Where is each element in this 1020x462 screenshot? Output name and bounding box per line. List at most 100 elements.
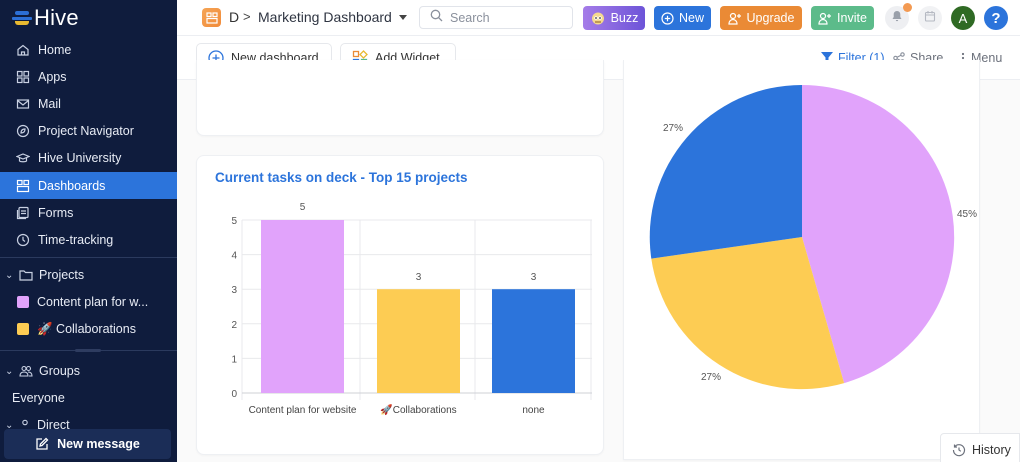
- help-icon: ?: [991, 9, 1001, 27]
- breadcrumb-parent[interactable]: D: [229, 9, 240, 25]
- pie-slice-none[interactable]: [649, 84, 802, 259]
- svg-text:45%: 45%: [957, 209, 977, 220]
- sidebar-item-hive-university[interactable]: Hive University: [0, 144, 177, 171]
- sidebar-item-mail[interactable]: Mail: [0, 90, 177, 117]
- upgrade-button[interactable]: Upgrade: [720, 6, 802, 30]
- caret-down-icon[interactable]: [399, 15, 407, 20]
- compass-icon: [16, 124, 30, 138]
- bell-icon: [891, 9, 903, 27]
- hive-logo[interactable]: Hive: [12, 5, 79, 30]
- history-label: History: [972, 442, 1011, 457]
- projects-header-label: Projects: [39, 268, 85, 282]
- sidebar-item-home[interactable]: Home: [0, 36, 177, 63]
- project-label: Content plan for w...: [37, 295, 149, 309]
- svg-text:3: 3: [231, 285, 237, 296]
- chevron-down-icon: ⌄: [5, 419, 14, 431]
- svg-text:1: 1: [231, 354, 237, 365]
- history-button[interactable]: History: [940, 433, 1020, 462]
- sidebar-item-label: Project Navigator: [38, 123, 134, 138]
- notifications-button[interactable]: [885, 6, 909, 30]
- new-message-label: New message: [57, 437, 140, 451]
- bar-none[interactable]: [492, 289, 575, 393]
- bar-collaborations[interactable]: [377, 289, 460, 393]
- page-title[interactable]: Marketing Dashboard: [258, 9, 392, 25]
- dashboard-icon[interactable]: [202, 8, 221, 27]
- sidebar-item-label: Hive University: [38, 150, 122, 165]
- add-user-icon: [818, 12, 832, 25]
- sidebar-item-label: Dashboards: [38, 178, 106, 193]
- project-label: 🚀 Collaborations: [37, 321, 136, 336]
- project-item-collaborations[interactable]: 🚀 Collaborations: [17, 318, 136, 340]
- groups-header-label: Groups: [39, 364, 80, 378]
- new-message-button[interactable]: New message: [4, 429, 171, 459]
- widget-card-empty: [196, 60, 604, 136]
- search-box[interactable]: [419, 6, 573, 29]
- resize-handle[interactable]: [75, 349, 101, 352]
- calendar-button[interactable]: [918, 6, 942, 30]
- svg-text:27%: 27%: [663, 123, 683, 134]
- x-axis-labels: Content plan for website 🚀Collaborations…: [249, 403, 545, 416]
- sidebar-item-label: Home: [38, 42, 72, 57]
- calendar-icon: [924, 9, 936, 27]
- notification-badge: [903, 3, 912, 12]
- bee-icon: [590, 10, 606, 26]
- sidebar-item-apps[interactable]: Apps: [0, 63, 177, 90]
- history-icon: [952, 443, 966, 457]
- sidebar-item-project-navigator[interactable]: Project Navigator: [0, 117, 177, 144]
- bar-chart: 0 1 2 3 4 5 5 3 3 Content plan for websi…: [231, 202, 592, 416]
- svg-text:none: none: [522, 405, 545, 416]
- dashboard-icon: [16, 179, 30, 193]
- chevron-down-icon: ⌄: [5, 269, 14, 281]
- sidebar-item-label: Time-tracking: [38, 232, 114, 247]
- breadcrumb-separator: >: [243, 9, 251, 24]
- sidebar-item-dashboards[interactable]: Dashboards: [0, 172, 177, 199]
- forms-icon: [16, 206, 30, 220]
- invite-label: Invite: [837, 11, 867, 25]
- buzz-button[interactable]: Buzz: [583, 6, 645, 30]
- svg-text:Content plan for website: Content plan for website: [249, 405, 357, 416]
- pie-chart: 45% 27% 27%: [649, 84, 977, 390]
- filter-icon: [821, 52, 833, 64]
- bar-data-labels: 5 3 3: [300, 202, 537, 283]
- new-button[interactable]: New: [654, 6, 711, 30]
- svg-text:3: 3: [531, 272, 537, 283]
- svg-text:5: 5: [231, 216, 237, 227]
- avatar-initial: A: [958, 10, 968, 26]
- bar-content-plan[interactable]: [261, 220, 344, 393]
- sidebar-item-forms[interactable]: Forms: [0, 199, 177, 226]
- hive-logo-icon: [12, 10, 32, 26]
- svg-text:3: 3: [416, 272, 422, 283]
- pie-slice-collaborations[interactable]: [651, 237, 845, 390]
- pie-slice-content-plan[interactable]: [802, 84, 955, 384]
- widget-card-pie-chart: 45% 27% 27%: [623, 60, 980, 460]
- widget-title[interactable]: Current tasks on deck - Top 15 projects: [215, 170, 468, 185]
- help-button[interactable]: ?: [984, 6, 1008, 30]
- logo-text: Hive: [34, 5, 79, 30]
- y-axis-ticks: 0 1 2 3 4 5: [231, 216, 237, 400]
- sidebar-item-label: Mail: [38, 96, 61, 111]
- plus-circle-icon: [661, 11, 674, 25]
- direct-header-label: Direct: [37, 418, 70, 432]
- search-input[interactable]: [450, 10, 560, 25]
- folder-icon: [19, 269, 33, 281]
- project-color-swatch: [17, 323, 29, 335]
- search-icon: [430, 9, 443, 27]
- svg-text:🚀Collaborations: 🚀Collaborations: [380, 403, 456, 416]
- projects-section-header[interactable]: ⌄ Projects: [5, 264, 84, 286]
- sidebar-item-time-tracking[interactable]: Time-tracking: [0, 226, 177, 253]
- user-avatar[interactable]: A: [951, 6, 975, 30]
- sidebar-item-label: Apps: [38, 69, 67, 84]
- sidebar-item-label: Forms: [38, 205, 74, 220]
- clock-icon: [16, 233, 30, 247]
- users-icon: [19, 365, 33, 377]
- home-icon: [16, 43, 30, 57]
- svg-text:2: 2: [231, 320, 237, 331]
- widget-card-bar-chart: Current tasks on deck - Top 15 projects …: [196, 155, 604, 455]
- svg-text:0: 0: [231, 389, 237, 400]
- project-item-content-plan[interactable]: Content plan for w...: [17, 291, 148, 313]
- group-item-everyone[interactable]: Everyone: [12, 391, 65, 405]
- add-user-icon: [727, 12, 742, 25]
- invite-button[interactable]: Invite: [811, 6, 874, 30]
- new-label: New: [678, 11, 704, 25]
- groups-section-header[interactable]: ⌄ Groups: [5, 360, 80, 382]
